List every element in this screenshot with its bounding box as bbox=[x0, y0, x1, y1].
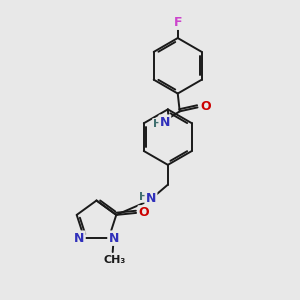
Text: N: N bbox=[74, 232, 85, 245]
Text: N: N bbox=[109, 232, 119, 245]
Text: H: H bbox=[153, 119, 163, 129]
Text: O: O bbox=[200, 100, 211, 113]
Text: N: N bbox=[146, 192, 156, 205]
Text: N: N bbox=[160, 116, 170, 129]
Text: CH₃: CH₃ bbox=[103, 255, 126, 265]
Text: H: H bbox=[140, 192, 149, 202]
Text: O: O bbox=[139, 206, 149, 219]
Text: F: F bbox=[173, 16, 182, 29]
